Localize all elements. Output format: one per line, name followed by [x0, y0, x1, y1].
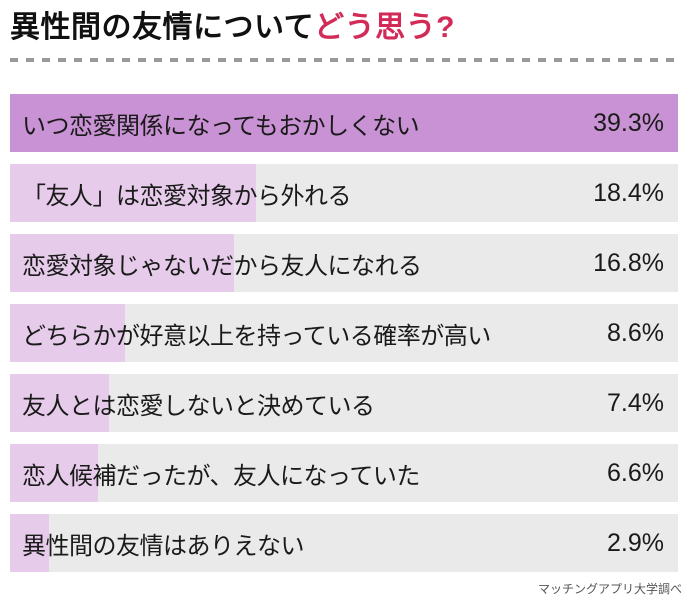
bar-content: 「友人」は恋愛対象から外れる 18.4% [10, 164, 678, 222]
bar-label: 友人とは恋愛しないと決めている [22, 392, 375, 420]
bar-value: 7.4% [607, 388, 664, 417]
bar-label: いつ恋愛関係になってもおかしくない [22, 112, 420, 140]
page-title-highlight: どう思う? [314, 11, 455, 44]
bar-label: 「友人」は恋愛対象から外れる [22, 182, 352, 210]
source-caption: マッチングアプリ大学調べ [537, 582, 682, 596]
page-title-black: 異性間の友情について [10, 11, 315, 44]
bar-label: 恋人候補だったが、友人になっていた [22, 462, 420, 490]
bar-fill [10, 94, 678, 152]
bar-content: どちらかが好意以上を持っている確率が高い 8.6% [10, 304, 678, 362]
bar-row: 友人とは恋愛しないと決めている 7.4% [10, 374, 678, 432]
bar-fill [10, 514, 49, 572]
bar-row: どちらかが好意以上を持っている確率が高い 8.6% [10, 304, 678, 362]
bar-label: 恋愛対象じゃないだから友人になれる [22, 252, 422, 280]
bar-fill [10, 444, 99, 502]
bar-row: 異性間の友情はありえない 2.9% [10, 514, 678, 572]
bar-row: 「友人」は恋愛対象から外れる 18.4% [10, 164, 678, 222]
bar-content: 異性間の友情はありえない 2.9% [10, 514, 678, 572]
bar-fill [10, 374, 109, 432]
bar-content: 恋人候補だったが、友人になっていた 6.6% [10, 444, 678, 502]
bar-label: 異性間の友情はありえない [22, 532, 305, 560]
bar-content: いつ恋愛関係になってもおかしくない 39.3% [10, 94, 678, 152]
bar-value: 6.6% [607, 458, 664, 487]
bar-fill [10, 304, 125, 362]
bar-content: 友人とは恋愛しないと決めている 7.4% [10, 374, 678, 432]
bar-fill [10, 234, 235, 292]
bar-value: 2.9% [607, 528, 664, 557]
bar-content: 恋愛対象じゃないだから友人になれる 16.8% [10, 234, 678, 292]
bar-value: 39.3% [593, 108, 664, 137]
bar-value: 8.6% [607, 318, 664, 347]
bar-row: 恋愛対象じゃないだから友人になれる 16.8% [10, 234, 678, 292]
bar-value: 18.4% [593, 178, 664, 207]
bar-label: どちらかが好意以上を持っている確率が高い [22, 322, 491, 350]
bar-row: 恋人候補だったが、友人になっていた 6.6% [10, 444, 678, 502]
bar-chart: いつ恋愛関係になってもおかしくない 39.3% 「友人」は恋愛対象から外れる 1… [10, 94, 678, 572]
page-title: 異性間の友情についてどう思う? [0, 0, 690, 46]
bar-row: いつ恋愛関係になってもおかしくない 39.3% [10, 94, 678, 152]
dashed-divider [10, 58, 680, 62]
bar-fill [10, 164, 256, 222]
bar-value: 16.8% [593, 248, 664, 277]
